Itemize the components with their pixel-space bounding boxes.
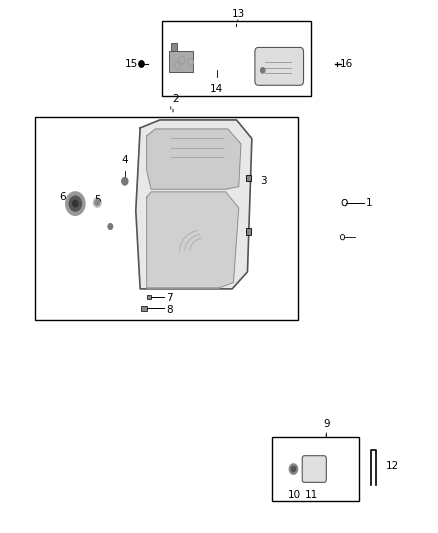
Text: 1: 1 (366, 198, 372, 207)
Text: 16: 16 (339, 59, 353, 69)
Bar (141, 306, 147, 311)
Circle shape (261, 68, 265, 73)
Circle shape (122, 177, 128, 185)
Circle shape (93, 198, 101, 207)
Text: 5: 5 (94, 195, 101, 205)
Bar (162, 21, 311, 96)
Text: 6: 6 (59, 192, 66, 202)
Circle shape (69, 196, 81, 211)
Text: 10: 10 (288, 490, 301, 500)
Bar (169, 51, 193, 72)
Polygon shape (147, 192, 239, 288)
Circle shape (289, 464, 298, 474)
Bar (272, 437, 359, 501)
Bar (35, 117, 298, 320)
Text: 12: 12 (385, 462, 399, 471)
Text: 8: 8 (166, 305, 173, 315)
Circle shape (139, 61, 144, 67)
Text: 9: 9 (323, 419, 330, 429)
Text: 13: 13 (232, 9, 245, 19)
Polygon shape (136, 120, 252, 289)
Bar (246, 175, 251, 181)
Circle shape (108, 223, 113, 230)
Circle shape (95, 200, 99, 205)
Text: 4: 4 (121, 155, 128, 165)
Polygon shape (147, 129, 241, 189)
Text: 11: 11 (304, 490, 318, 500)
FancyBboxPatch shape (302, 456, 326, 482)
Circle shape (73, 200, 78, 207)
FancyBboxPatch shape (255, 47, 304, 85)
Text: 15: 15 (125, 59, 138, 69)
Text: 2: 2 (172, 94, 179, 104)
Circle shape (291, 466, 296, 472)
Bar (171, 43, 177, 51)
Text: 7: 7 (166, 294, 173, 303)
Text: 3: 3 (261, 176, 267, 186)
Text: 14: 14 (210, 84, 223, 94)
Bar (246, 228, 251, 235)
Circle shape (66, 192, 85, 215)
Bar (147, 295, 151, 299)
